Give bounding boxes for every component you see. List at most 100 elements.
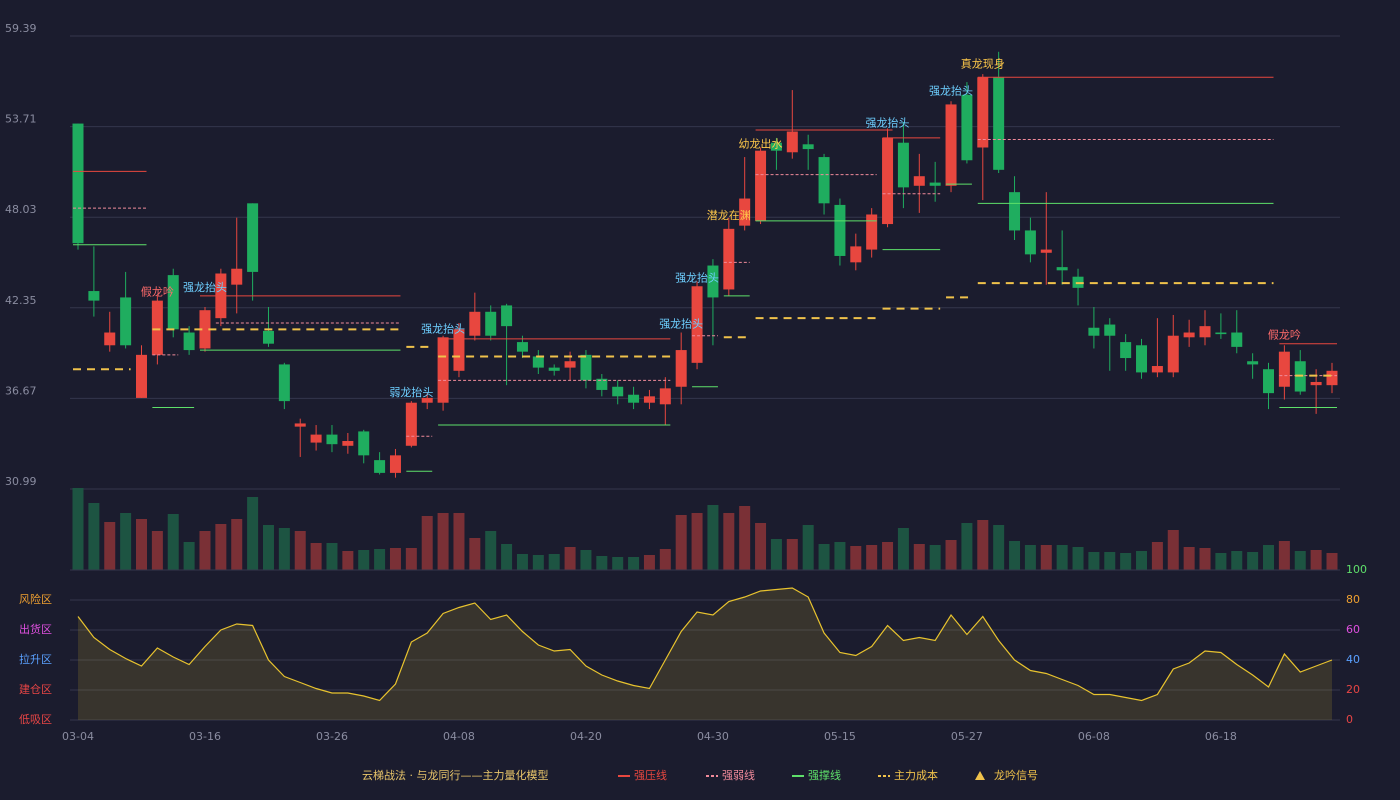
signal-label: 强龙抬头 xyxy=(866,116,910,130)
candle-body xyxy=(802,144,814,150)
candle-body xyxy=(358,431,370,456)
candle-body xyxy=(1151,366,1163,373)
volume-bar xyxy=(834,542,846,570)
candle-body xyxy=(755,150,767,221)
volume-bar xyxy=(247,497,259,570)
candle-body xyxy=(786,131,798,153)
signal-label: 强龙抬头 xyxy=(421,321,465,335)
candle-body xyxy=(1263,369,1275,394)
candle-body xyxy=(1247,361,1259,365)
volume-bar xyxy=(1040,545,1052,570)
candle-body xyxy=(1310,381,1322,386)
volume-bar xyxy=(1072,547,1084,570)
volume-bar xyxy=(850,546,862,570)
candle-body xyxy=(88,291,100,301)
y-tick-label: 53.71 xyxy=(5,113,37,126)
zone-label: 低吸区 xyxy=(19,713,52,726)
zone-label: 风险区 xyxy=(19,592,52,606)
volume-bar xyxy=(723,513,735,570)
signal-label: 真龙现身 xyxy=(961,57,1005,71)
signal-label: 强龙抬头 xyxy=(659,317,703,331)
volume-bar xyxy=(532,555,544,570)
x-tick-label: 05-27 xyxy=(951,730,983,743)
volume-bar xyxy=(818,544,830,570)
volume-bar xyxy=(453,513,465,570)
volume-bar xyxy=(1310,550,1322,570)
volume-bar xyxy=(596,556,608,570)
y2-tick-label: 100 xyxy=(1346,563,1367,576)
y2-tick-label: 0 xyxy=(1346,713,1353,726)
zone-label: 出货区 xyxy=(19,622,52,636)
volume-bar xyxy=(739,506,751,570)
volume-bar xyxy=(1120,553,1132,570)
candle-body xyxy=(1167,335,1179,373)
candle-body xyxy=(453,329,465,371)
volume-bar xyxy=(691,513,703,570)
volume-bar xyxy=(278,528,290,570)
candle-body xyxy=(231,268,243,285)
volume-bar xyxy=(1263,545,1275,570)
volume-bar xyxy=(612,557,624,570)
candle-body xyxy=(469,311,481,336)
volume-bar xyxy=(135,519,147,570)
candle-body xyxy=(691,286,703,363)
candle-body xyxy=(659,388,671,405)
y-tick-label: 30.99 xyxy=(5,475,37,488)
volume-bar xyxy=(1136,551,1148,570)
candle-body xyxy=(1199,326,1211,338)
candle-body xyxy=(1040,249,1052,253)
volume-bar xyxy=(1215,553,1227,570)
volume-bar xyxy=(326,543,338,570)
candle-body xyxy=(532,356,544,368)
y-tick-label: 36.67 xyxy=(5,384,37,397)
x-tick-label: 05-15 xyxy=(824,730,856,743)
volume-bar xyxy=(485,531,497,570)
candle-body xyxy=(342,440,354,446)
volume-bar xyxy=(469,538,481,570)
candle-body xyxy=(374,460,386,473)
candle-body xyxy=(278,364,290,402)
y2-tick-label: 60 xyxy=(1346,623,1360,636)
volume-bar xyxy=(1151,542,1163,570)
candle-body xyxy=(151,300,163,355)
volume-bar xyxy=(120,513,132,570)
candle-body xyxy=(326,434,338,445)
candle-body xyxy=(72,123,84,244)
candle-body xyxy=(866,214,878,250)
volume-bar xyxy=(564,547,576,570)
candle-body xyxy=(247,203,259,272)
y2-tick-label: 40 xyxy=(1346,653,1360,666)
volume-bar xyxy=(1009,541,1021,570)
volume-bar xyxy=(1294,551,1306,570)
volume-bar xyxy=(882,542,894,570)
signal-label: 潜龙在渊 xyxy=(707,208,751,222)
candle-body xyxy=(675,350,687,387)
volume-bar xyxy=(977,520,989,570)
volume-bar xyxy=(516,554,528,570)
volume-bar xyxy=(231,519,243,570)
zone-label: 拉升区 xyxy=(19,652,52,666)
volume-bar xyxy=(501,544,513,570)
candle-body xyxy=(310,434,322,443)
volume-bar xyxy=(1199,548,1211,570)
volume-bar xyxy=(342,551,354,570)
signal-label: 强龙抬头 xyxy=(929,84,973,98)
volume-bar xyxy=(707,505,719,570)
candle-body xyxy=(405,402,417,446)
candle-body xyxy=(167,275,179,330)
candle-body xyxy=(961,94,973,161)
volume-bar xyxy=(1278,541,1290,570)
signal-label: 强龙抬头 xyxy=(675,270,719,284)
volume-bar xyxy=(215,524,227,570)
candle-body xyxy=(882,137,894,225)
volume-bar xyxy=(945,540,957,570)
legend-label: 强撑线 xyxy=(808,768,841,782)
y-tick-label: 42.35 xyxy=(5,294,37,307)
volume-bar xyxy=(1167,530,1179,570)
legend-label: 强弱线 xyxy=(722,768,755,782)
signal-label: 幼龙出水 xyxy=(739,136,783,150)
x-tick-label: 04-20 xyxy=(570,730,602,743)
volume-bar xyxy=(183,542,195,570)
volume-bar xyxy=(294,531,306,570)
